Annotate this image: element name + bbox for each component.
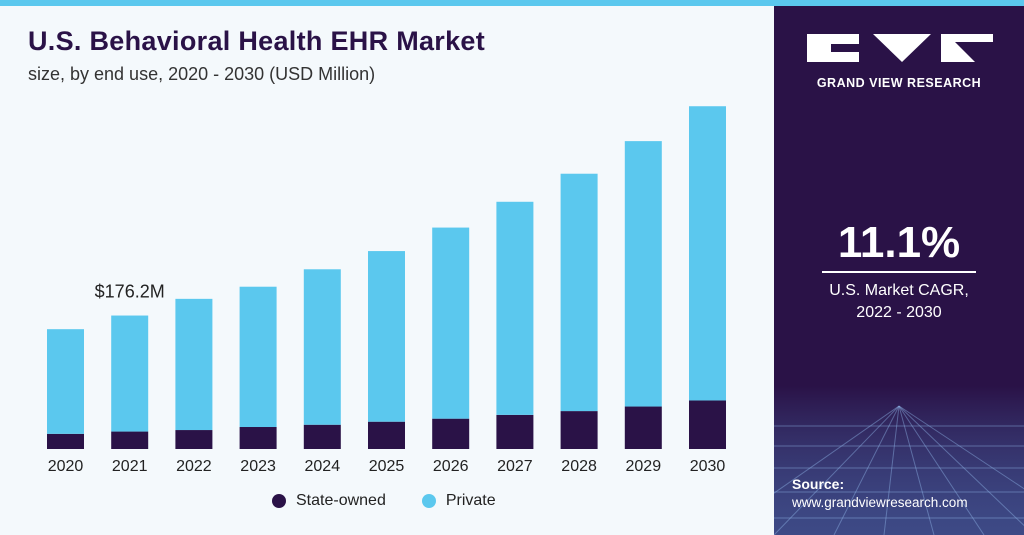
sidebar-panel: GRAND VIEW RESEARCH 11.1% U.S. Market CA… — [774, 6, 1024, 535]
chart-title: U.S. Behavioral Health EHR Market — [28, 26, 486, 56]
decorative-grid — [774, 386, 1024, 535]
x-tick-label: 2020 — [48, 458, 84, 475]
bar-private-2026 — [432, 227, 470, 419]
x-tick-label: 2026 — [433, 458, 469, 475]
brand-name: GRAND VIEW RESEARCH — [816, 76, 982, 90]
bar-state-owned-2021 — [111, 431, 149, 449]
chart-subtitle: size, by end use, 2020 - 2030 (USD Milli… — [28, 64, 376, 84]
legend-label-private: Private — [445, 492, 496, 509]
brand-logo — [807, 34, 993, 62]
bar-state-owned-2026 — [432, 418, 470, 449]
cagr-value: 11.1% — [837, 218, 961, 267]
bar-private-2030 — [689, 106, 726, 401]
bar-private-2024 — [303, 269, 341, 425]
bar-private-2029 — [624, 141, 662, 407]
source-url[interactable]: www.grandviewresearch.com — [792, 495, 968, 510]
bar-state-owned-2025 — [368, 421, 405, 449]
legend-swatch-state-owned — [272, 494, 286, 508]
bar-state-owned-2023 — [239, 427, 277, 449]
cagr-label: U.S. Market CAGR, 2022 - 2030 — [774, 280, 1024, 324]
top-accent-strip — [0, 0, 1024, 6]
x-tick-label: 2030 — [690, 458, 726, 475]
cagr-label-line2: 2022 - 2030 — [856, 304, 942, 321]
bar-private-2027 — [496, 201, 534, 415]
x-tick-label: 2028 — [561, 458, 597, 475]
data-label-annotation: $176.2M — [95, 282, 165, 302]
bar-state-owned-2024 — [303, 424, 341, 449]
bar-private-2025 — [368, 251, 405, 422]
legend-item-state-owned: State-owned — [272, 492, 386, 510]
bar-state-owned-2029 — [624, 406, 662, 449]
x-tick-label: 2027 — [497, 458, 533, 475]
source-label: Source: — [792, 476, 845, 492]
x-tick-label: 2029 — [626, 458, 662, 475]
x-tick-label: 2024 — [305, 458, 341, 475]
chart-legend: State-owned Private — [272, 492, 532, 510]
bar-state-owned-2030 — [689, 400, 726, 449]
bar-state-owned-2020 — [47, 433, 84, 449]
bar-private-2023 — [239, 286, 277, 428]
bar-private-2028 — [560, 173, 598, 412]
bar-state-owned-2022 — [175, 430, 213, 449]
x-tick-label: 2023 — [240, 458, 276, 475]
cagr-label-line1: U.S. Market CAGR, — [829, 282, 969, 299]
cagr-divider — [822, 271, 976, 273]
bar-private-2021 — [111, 315, 149, 432]
legend-label-state-owned: State-owned — [296, 492, 386, 509]
x-tick-label: 2021 — [112, 458, 148, 475]
x-tick-label: 2022 — [176, 458, 212, 475]
bar-private-2022 — [175, 298, 213, 431]
x-tick-label: 2025 — [369, 458, 405, 475]
legend-item-private: Private — [421, 492, 496, 510]
bar-state-owned-2028 — [560, 411, 598, 449]
bar-private-2020 — [47, 329, 84, 434]
legend-swatch-private — [421, 494, 436, 508]
bar-chart: 2020 2021 2022 2023 2024 2025 2026 2027 2028 2029… — [47, 106, 726, 475]
bar-state-owned-2027 — [496, 414, 534, 449]
